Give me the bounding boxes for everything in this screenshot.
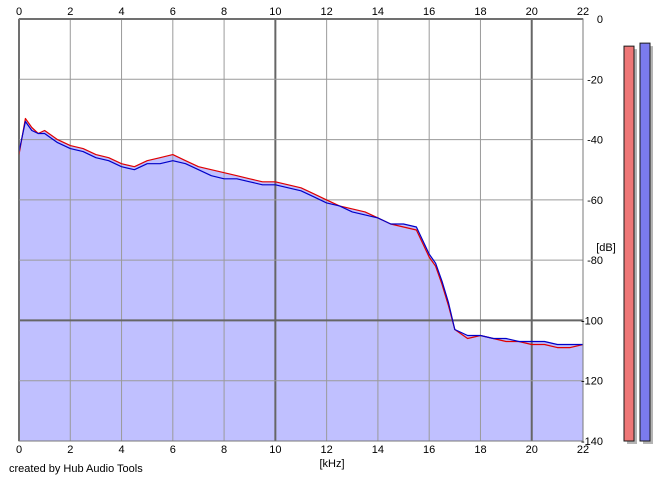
x-axis-label: [kHz] xyxy=(319,458,344,470)
x-tick-label-bottom: 0 xyxy=(16,444,22,456)
x-tick-label-bottom: 10 xyxy=(269,444,281,456)
x-tick-label-bottom: 16 xyxy=(423,444,435,456)
y-tick-label: 0 xyxy=(597,14,603,26)
left-level-meter xyxy=(623,45,635,442)
x-tick-label-bottom: 6 xyxy=(170,444,176,456)
x-tick-label-bottom: 12 xyxy=(321,444,333,456)
y-tick-label: -40 xyxy=(587,135,603,147)
x-tick-label-top: 14 xyxy=(372,6,384,18)
x-tick-label-top: 20 xyxy=(526,6,538,18)
x-tick-labels-top: 0 2 4 6 8 10 12 14 16 18 20 22 xyxy=(16,6,589,18)
x-tick-label-top: 6 xyxy=(170,6,176,18)
y-tick-label: -80 xyxy=(587,255,603,267)
x-tick-label-bottom: 20 xyxy=(526,444,538,456)
spectrum-series xyxy=(18,117,584,349)
x-tick-label-top: 12 xyxy=(321,6,333,18)
x-tick-label-bottom: 18 xyxy=(474,444,486,456)
x-tick-label-top: 10 xyxy=(269,6,281,18)
spectrum-fill-area xyxy=(19,118,583,441)
x-tick-label-top: 0 xyxy=(16,6,22,18)
spectrum-fill xyxy=(19,118,583,441)
x-tick-labels-bottom: 0 2 4 6 8 10 12 14 16 18 20 22 xyxy=(16,444,589,456)
x-tick-label-bottom: 14 xyxy=(372,444,384,456)
y-tick-label: -60 xyxy=(587,195,603,207)
x-tick-label-top: 22 xyxy=(577,6,589,18)
level-meters xyxy=(623,42,653,444)
series-line-right xyxy=(18,120,583,346)
x-tick-label-top: 16 xyxy=(423,6,435,18)
x-tick-label-bottom: 8 xyxy=(221,444,227,456)
x-tick-label-top: 18 xyxy=(474,6,486,18)
x-tick-label-bottom: 22 xyxy=(577,444,589,456)
x-tick-label-top: 8 xyxy=(221,6,227,18)
credit-text: created by Hub Audio Tools xyxy=(9,463,143,475)
y-tick-label: -20 xyxy=(587,74,603,86)
x-tick-label-bottom: 2 xyxy=(67,444,73,456)
x-tick-label-bottom: 4 xyxy=(118,444,124,456)
y-tick-label: -120 xyxy=(581,376,603,388)
x-tick-label-top: 4 xyxy=(118,6,124,18)
y-tick-label: -100 xyxy=(581,315,603,327)
x-tick-label-top: 2 xyxy=(67,6,73,18)
y-axis-label: [dB] xyxy=(596,242,616,254)
y-tick-label: -140 xyxy=(581,436,603,448)
right-level-meter xyxy=(639,42,651,442)
plot-frame xyxy=(18,18,584,442)
y-tick-labels: 0 -20 -40 -60 -80 -100 -120 -140 xyxy=(581,14,603,448)
